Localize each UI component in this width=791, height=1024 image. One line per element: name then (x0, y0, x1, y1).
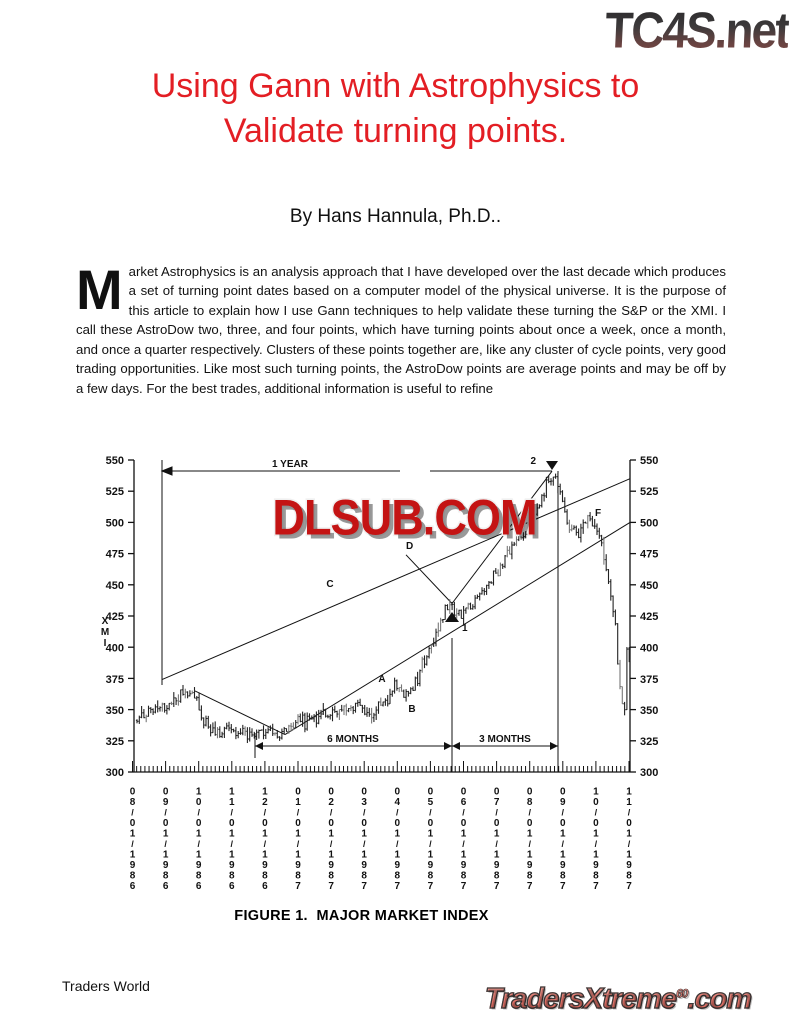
svg-text:450: 450 (106, 580, 124, 592)
svg-text:475: 475 (106, 549, 124, 561)
svg-text:550: 550 (106, 455, 124, 467)
svg-text:A: A (378, 674, 385, 685)
svg-text:1: 1 (462, 623, 468, 634)
svg-text:525: 525 (640, 486, 658, 498)
svg-text:I: I (104, 638, 107, 649)
svg-text:2: 2 (530, 456, 536, 467)
svg-text:550: 550 (640, 455, 658, 467)
svg-text:300: 300 (106, 767, 124, 779)
svg-text:350: 350 (640, 705, 658, 717)
svg-text:X: X (102, 616, 109, 627)
svg-text:F: F (595, 508, 601, 519)
svg-text:350: 350 (106, 705, 124, 717)
svg-text:375: 375 (640, 674, 658, 686)
svg-text:475: 475 (640, 549, 658, 561)
svg-text:325: 325 (106, 736, 124, 748)
svg-text:500: 500 (106, 518, 124, 530)
svg-text:425: 425 (640, 611, 658, 623)
svg-text:400: 400 (106, 643, 124, 655)
svg-text:425: 425 (106, 611, 124, 623)
svg-text:1 YEAR: 1 YEAR (272, 459, 309, 470)
svg-text:400: 400 (640, 643, 658, 655)
svg-text:375: 375 (106, 674, 124, 686)
svg-text:C: C (326, 579, 333, 590)
svg-text:6 MONTHS: 6 MONTHS (327, 734, 379, 745)
svg-text:B: B (408, 704, 415, 715)
svg-text:300: 300 (640, 767, 658, 779)
svg-text:325: 325 (640, 736, 658, 748)
svg-text:525: 525 (106, 486, 124, 498)
svg-text:500: 500 (640, 518, 658, 530)
svg-text:450: 450 (640, 580, 658, 592)
svg-text:M: M (101, 627, 109, 638)
svg-text:3 MONTHS: 3 MONTHS (479, 734, 531, 745)
